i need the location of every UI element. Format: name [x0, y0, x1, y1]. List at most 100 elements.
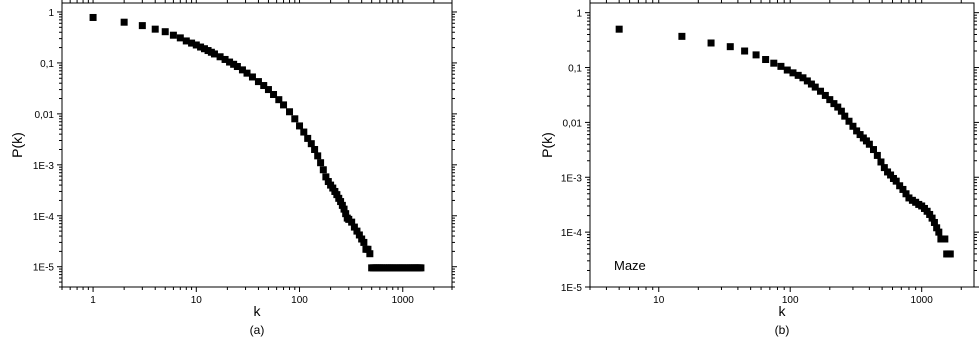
- data-point: [248, 73, 256, 81]
- data-point: [364, 245, 372, 253]
- y-tick-label: 1E-4: [33, 212, 55, 223]
- data-point: [941, 235, 949, 243]
- data-point: [210, 50, 218, 58]
- data-point: [366, 250, 374, 258]
- y-tick-label: 1E-3: [33, 161, 55, 172]
- data-point: [803, 77, 811, 85]
- data-point: [841, 112, 849, 120]
- data-point: [902, 190, 910, 198]
- data-point: [799, 74, 807, 82]
- data-point: [834, 103, 842, 111]
- data-point: [933, 224, 941, 232]
- data-point: [286, 108, 294, 116]
- data-point: [238, 66, 246, 74]
- data-point: [350, 223, 358, 231]
- data-point: [338, 201, 346, 209]
- data-point: [928, 214, 936, 222]
- data-point: [280, 101, 288, 109]
- data-point: [935, 228, 943, 236]
- data-point: [317, 159, 325, 167]
- data-point: [794, 71, 802, 79]
- data-point: [230, 60, 238, 68]
- data-point: [830, 100, 838, 108]
- data-point: [221, 55, 229, 63]
- y-axis-label: P(k): [539, 132, 555, 158]
- data-point: [853, 127, 861, 135]
- data-point: [741, 47, 749, 55]
- data-point: [770, 59, 778, 67]
- data-point: [337, 198, 345, 206]
- data-point: [845, 117, 853, 125]
- panel-a-chart: 1 10 100 1000 1 0,1 0,01 1E-3 1E-4 1E-5 k P(k) (a): [9, 0, 457, 337]
- data-point: [926, 210, 934, 218]
- panel-label: (b): [775, 323, 790, 337]
- data-point: [783, 66, 791, 74]
- data-point: [817, 87, 825, 95]
- data-point: [197, 43, 205, 51]
- data-point: [340, 205, 348, 213]
- data-point: [176, 34, 184, 42]
- panel-b-chart: 10 100 1000 1 0,1 0,01 1E-3 1E-4 1E-5 k P(k) (b) Maz…: [539, 0, 979, 337]
- data-point: [226, 58, 234, 66]
- plot-frame: [61, 2, 453, 288]
- x-axis-label: k: [779, 303, 787, 319]
- data-point: [353, 227, 361, 235]
- y-tick-label: 0,1: [568, 64, 582, 75]
- data-point: [151, 25, 159, 33]
- x-tick-label: 10: [653, 295, 665, 306]
- x-axis-label: k: [254, 303, 262, 319]
- y-tick-label: 0,01: [35, 110, 55, 121]
- data-point: [762, 56, 770, 64]
- data-point: [275, 96, 283, 104]
- data-point: [826, 96, 834, 104]
- data-point: [807, 80, 815, 88]
- data-point: [417, 264, 425, 272]
- data-point: [837, 107, 845, 115]
- x-tick-label: 100: [291, 295, 308, 306]
- data-point: [324, 178, 332, 186]
- y-tick-label: 0,1: [40, 59, 54, 70]
- data-point: [877, 158, 885, 166]
- data-point: [777, 62, 785, 70]
- data-point: [120, 18, 128, 26]
- data-point: [726, 43, 734, 51]
- data-point: [880, 164, 888, 172]
- x-tick-label: 10: [191, 295, 203, 306]
- y-tick-label: 0,01: [563, 118, 583, 129]
- data-point: [360, 238, 368, 246]
- data-point: [930, 218, 938, 226]
- data-point: [314, 152, 322, 160]
- data-point: [311, 145, 319, 153]
- y-tick-label: 1: [48, 8, 54, 19]
- data-point: [946, 250, 954, 258]
- data-point: [233, 63, 241, 71]
- annotation-label: Maze: [614, 258, 646, 273]
- data-point: [865, 140, 873, 148]
- data-point: [243, 69, 251, 77]
- panel-label: (a): [250, 323, 265, 337]
- data-point: [873, 151, 881, 159]
- data-point: [138, 22, 146, 30]
- data-point: [333, 191, 341, 199]
- y-tick-label: 1E-5: [561, 283, 583, 294]
- data-point: [678, 32, 686, 40]
- y-tick-label: 1E-4: [561, 228, 583, 239]
- data-point: [821, 91, 829, 99]
- data-point: [319, 166, 327, 174]
- data-point: [355, 231, 363, 239]
- data-point: [182, 37, 190, 45]
- y-tick-label: 1E-5: [33, 263, 55, 274]
- y-tick-label: 1: [576, 9, 582, 20]
- data-point: [264, 86, 272, 94]
- data-point: [300, 128, 308, 136]
- data-point: [849, 122, 857, 130]
- data-point: [811, 83, 819, 91]
- data-point: [892, 177, 900, 185]
- data-point: [342, 210, 350, 218]
- x-tick-label: 1000: [911, 295, 934, 306]
- data-point: [307, 140, 315, 148]
- plot-frame: [589, 2, 975, 288]
- data-point: [869, 146, 877, 154]
